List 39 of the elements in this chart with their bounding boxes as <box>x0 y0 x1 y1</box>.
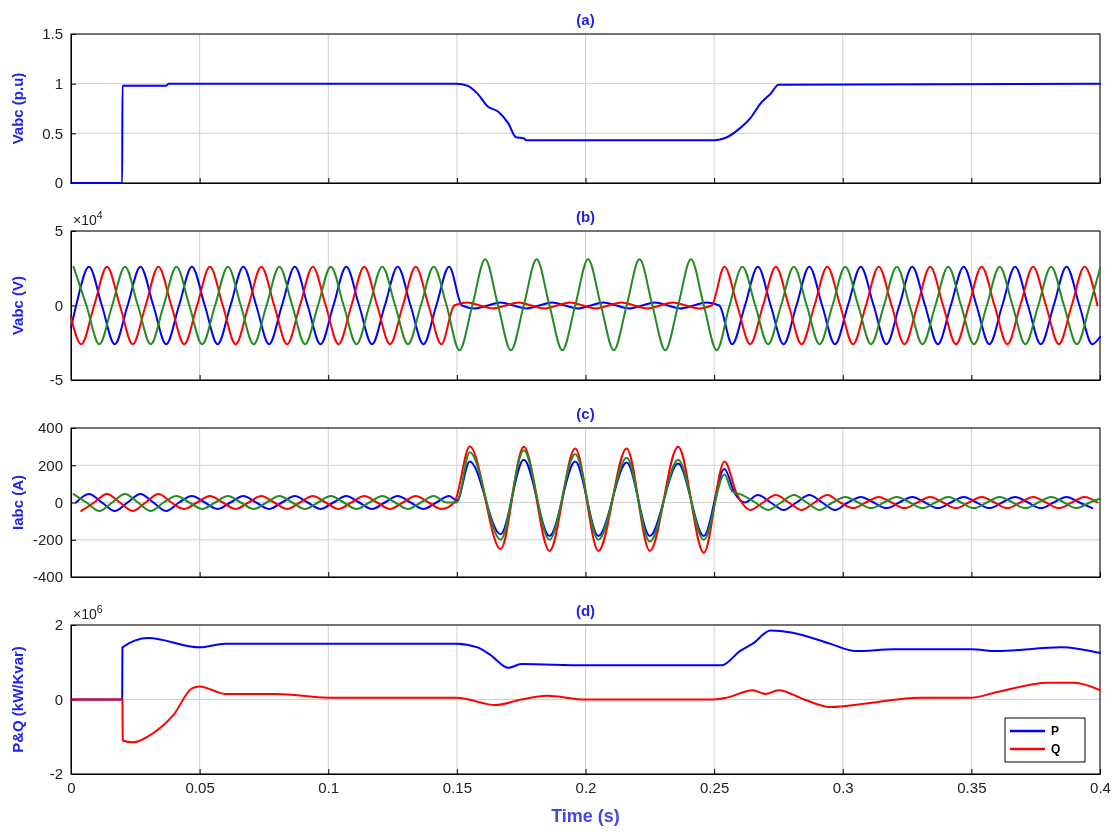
y-tick-label: 1 <box>54 74 63 92</box>
y-tick-label: 0 <box>54 296 63 314</box>
y-tick-label: 5 <box>54 222 63 240</box>
legend-label: P <box>1051 724 1060 738</box>
x-tick-label: 0.3 <box>832 778 854 796</box>
y-tick-label: -400 <box>32 568 63 586</box>
x-tick-label: 0.2 <box>575 778 597 796</box>
y-tick-label: 0 <box>54 690 63 708</box>
y-tick-label: 400 <box>37 419 63 437</box>
y-tick-label: 0.5 <box>42 124 63 142</box>
x-tick-label: 0.35 <box>957 778 987 796</box>
line-series <box>70 681 1101 744</box>
y-tick-label: -5 <box>49 371 63 389</box>
y-tick-label: 200 <box>37 456 63 474</box>
line-series <box>75 458 1094 538</box>
legend-label: Q <box>1051 742 1061 756</box>
y-tick-label: 2 <box>54 616 63 634</box>
x-axis-title: Time (s) <box>551 806 620 826</box>
x-tick-label: 0.4 <box>1090 778 1111 796</box>
x-tick-label: 0.1 <box>318 778 340 796</box>
y-tick-label: 1.5 <box>42 25 63 43</box>
y-axis-title: Iabc (A) <box>9 474 26 531</box>
chart-title: (d) <box>575 602 596 619</box>
y-axis-title: Vabc (p.u) <box>9 72 26 145</box>
x-tick-label: 0.15 <box>442 778 472 796</box>
x-tick-label: 0.05 <box>185 778 215 796</box>
y-tick-label: -200 <box>32 531 63 549</box>
x-tick-label: 0.25 <box>700 778 730 796</box>
chart-title: (b) <box>575 208 596 225</box>
y-axis-title: P&Q (kW/Kvar) <box>9 646 26 753</box>
chart-title: (a) <box>576 11 595 28</box>
x-tick-label: 0 <box>67 778 76 796</box>
y-tick-label: 0 <box>54 493 63 511</box>
y-axis-title: Vabc (V) <box>9 275 26 336</box>
text: ×10$^{6}$ <box>73 603 103 622</box>
chart-title: (c) <box>576 405 595 422</box>
text: ×10$^{4}$ <box>73 209 103 228</box>
y-tick-label: -2 <box>49 765 63 783</box>
y-tick-label: 0 <box>54 174 63 192</box>
